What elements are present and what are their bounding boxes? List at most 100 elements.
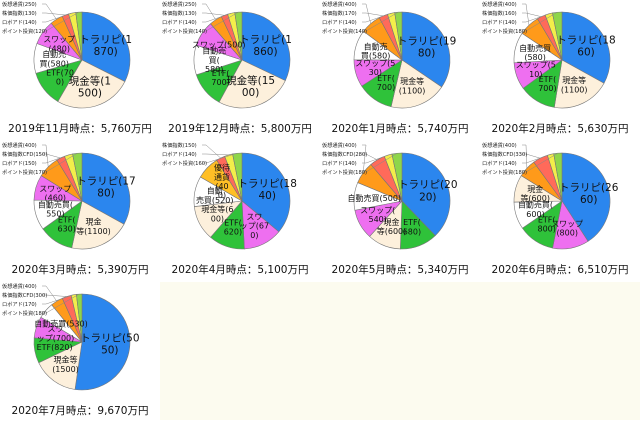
- leader-line: [202, 3, 216, 20]
- leader-line: [202, 152, 238, 164]
- leader-line: [362, 153, 378, 161]
- slice-label: スワップ(67 0): [240, 213, 269, 240]
- slice-callout-label: ロボアド(150): [2, 159, 37, 167]
- slice-callout-label: 仮想通貨(400): [2, 141, 37, 149]
- slice-label: スワップ(5 30): [355, 59, 395, 77]
- leader-line: [42, 152, 78, 173]
- slice-callout-label: ロボアド(140): [2, 18, 37, 26]
- pie-chart: 仮想通貨(400)株価指数CFD(330)ロボアド(140)ポイント投資(180…: [482, 141, 619, 250]
- leader-line: [42, 11, 80, 32]
- slice-label: 自動売買(530): [34, 319, 88, 329]
- slice-label: 現金等(600): [377, 217, 407, 236]
- pie-slice: [401, 11, 451, 88]
- slice-callout-label: 株価指数(130): [162, 9, 197, 17]
- slice-callout-label: ロボアド(140): [162, 18, 197, 26]
- slice-callout-label: 株価指数(150): [162, 141, 197, 149]
- leader-line: [42, 3, 57, 20]
- slice-label: ETF(680): [403, 218, 421, 236]
- pie-slice: [401, 152, 451, 237]
- slice-label: ETF(620): [224, 219, 242, 237]
- pie-slice: [241, 152, 291, 233]
- slice-label: ETF(800): [538, 215, 556, 233]
- leader-line: [42, 153, 61, 159]
- pie-slice: [38, 341, 83, 390]
- slice-label: 自動売買(580): [202, 46, 226, 74]
- pie-slice: [391, 152, 403, 202]
- slice-callout-label: 仮想通貨(400): [482, 0, 517, 8]
- pie-chart-panel: 株価指数(150) ロボアド(140) ポイント投資(160) トラリピ(18 40) ス…: [160, 141, 320, 281]
- pie-chart: 仮想通貨(400)株価指数CFD(300)ロボアド(170)ポイント投資(180…: [2, 282, 140, 391]
- leader-line: [522, 144, 528, 169]
- chart-title: 2019年12月時点：5,800万円: [168, 123, 312, 135]
- slice-label: 自動売買(580): [519, 43, 551, 62]
- pie-slice: [81, 152, 131, 225]
- leader-line: [362, 3, 371, 24]
- chart-title: 2020年7月時点：9,670万円: [11, 405, 149, 417]
- slice-callout-label: ロボアド(140): [162, 150, 197, 158]
- slice-label: スワップ(480): [43, 35, 75, 53]
- pie-chart-panel: 仮想通貨(400) 株価指数CFD(330) ロボアド(140) ポイント投資(180…: [480, 141, 640, 281]
- slice-label: 自動売買(600): [518, 200, 553, 219]
- slice-label: ETF(820): [37, 343, 73, 352]
- pie-chart: 仮想通貨(400)株価指数CFD(280)ロボアド(140)ポイント投資(180…: [322, 141, 458, 250]
- leader-line: [362, 12, 384, 17]
- slice-callout-label: ポイント投資(180): [2, 309, 47, 317]
- pie-chart: 仮想通貨(250)株価指数(130)ロボアド(140)ポイント投資(120) トラ…: [2, 0, 132, 109]
- pie-chart-panel: 仮想通貨(400) 株価指数CFD(280) ロボアド(140) ポイント投資(180…: [320, 141, 480, 281]
- slice-label: 現金等(1100): [399, 76, 426, 95]
- slice-callout-label: ポイント投資(120): [2, 27, 47, 35]
- leader-line: [522, 12, 542, 17]
- slice-label: トラリピ(50 50): [80, 333, 139, 357]
- leader-line: [522, 152, 558, 173]
- pie-chart-panel: 仮想通貨(400) 株価指数(160) ロボアド(140) ポイント投資(180) トラ…: [480, 0, 640, 140]
- leader-line: [42, 144, 49, 167]
- slice-label: スワップ(800): [551, 220, 583, 238]
- pie-slice: [553, 152, 563, 202]
- leader-line: [42, 12, 73, 23]
- slice-label: ETF(700): [538, 75, 556, 93]
- leader-line: [42, 285, 58, 302]
- slice-label: 現金等(600): [520, 184, 550, 203]
- leader-line: [522, 3, 530, 26]
- pie-chart-panel: 仮想通貨(400) 株価指数CFD(300) ロボアド(170) ポイント投資(180…: [0, 282, 160, 422]
- slice-label: トラリピ(26 60): [559, 182, 619, 206]
- slice-label: スワップ(540): [360, 206, 395, 224]
- slice-callout-label: ロボアド(140): [482, 18, 517, 26]
- slice-callout-label: ポイント投資(160): [162, 159, 207, 167]
- leader-line: [522, 13, 549, 23]
- slice-callout-label: 仮想通貨(400): [482, 141, 517, 149]
- slice-label: 自動売買(580): [361, 41, 391, 60]
- slice-callout-label: ポイント投資(180): [482, 168, 527, 176]
- slice-label: スワップ(500): [192, 40, 246, 49]
- slice-callout-label: 仮想通貨(400): [322, 0, 357, 8]
- pie-slice: [74, 293, 131, 391]
- pie-chart-panel: 仮想通貨(250) 株価指数(130) ロボアド(140) ポイント投資(120) トラ…: [0, 0, 160, 140]
- slice-label: トラリピ(17 80): [76, 176, 135, 200]
- leader-line: [42, 293, 80, 314]
- chart-title: 2019年11月時点：5,760万円: [8, 123, 152, 135]
- pie-chart-panel: 仮想通貨(400) 株価指数(170) ロボアド(140) ポイント投資(140) トラ…: [320, 0, 480, 140]
- chart-title: 2020年2月時点：5,630万円: [491, 123, 629, 135]
- slice-label: スワップ(5 10): [516, 61, 556, 79]
- chart-title: 2020年5月時点：5,340万円: [331, 264, 469, 276]
- slice-label: 現金等(1500): [52, 355, 79, 374]
- leader-line: [362, 153, 398, 173]
- slice-label: 現金等(1100): [76, 217, 111, 236]
- slice-label: トラリピ(18 40): [237, 178, 296, 202]
- leader-line: [522, 11, 558, 32]
- leader-line: [42, 154, 69, 164]
- pie-chart: 仮想通貨(400)株価指数(160)ロボアド(140)ポイント投資(180) トラ…: [482, 0, 616, 109]
- slice-label: 自動売買(520): [196, 186, 234, 205]
- slice-callout-label: ロボアド(140): [482, 159, 517, 167]
- slice-label: 優待通貨(40 0): [214, 163, 230, 201]
- slice-callout-label: 株価指数CFD(280): [322, 150, 367, 158]
- slice-label: スワップ(460): [39, 184, 71, 202]
- slice-callout-label: ロボアド(140): [322, 159, 357, 167]
- leader-line: [362, 13, 392, 23]
- slice-label: 現金等(1100): [561, 75, 588, 94]
- pie-chart: 仮想通貨(400)株価指数(170)ロボアド(140)ポイント投資(140) トラ…: [322, 0, 456, 109]
- leader-line: [42, 294, 74, 305]
- slice-callout-label: ポイント投資(180): [482, 27, 527, 35]
